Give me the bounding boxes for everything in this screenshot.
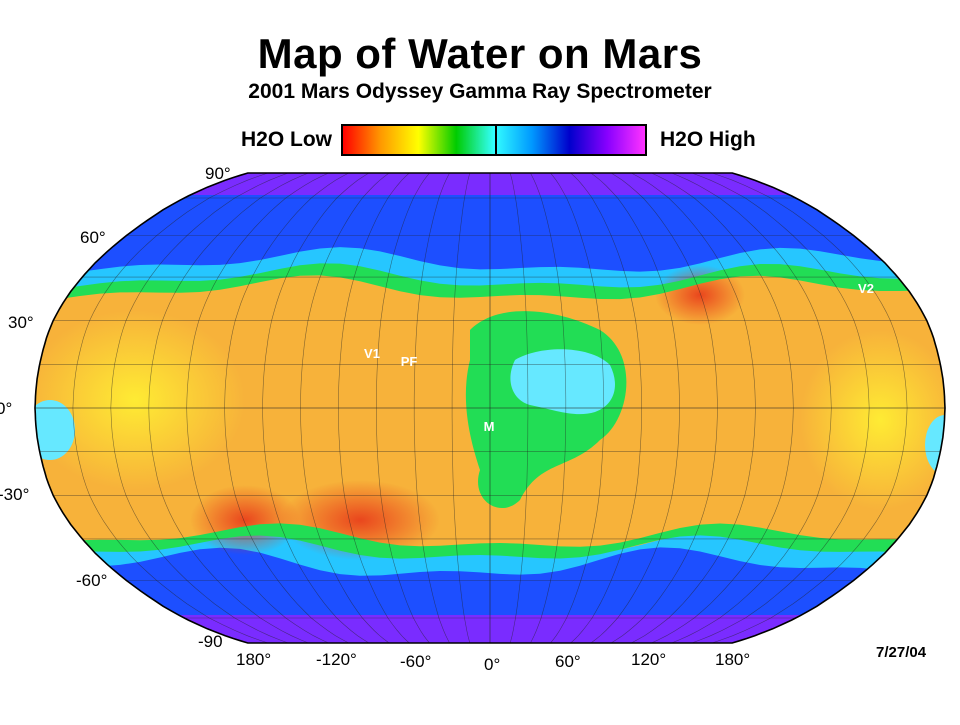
latitude-label: -60° bbox=[76, 571, 108, 590]
longitude-label: 180° bbox=[715, 650, 751, 669]
colorbar-center-tick bbox=[495, 124, 497, 156]
graticule-grid bbox=[35, 173, 945, 643]
latitude-label: 90° bbox=[205, 164, 231, 183]
longitude-label: 180° bbox=[236, 650, 272, 669]
map-date: 7/27/04 bbox=[876, 644, 927, 661]
longitude-label: 0° bbox=[484, 655, 501, 674]
eastern-edge-wet-region bbox=[925, 415, 945, 475]
yellow-region-west bbox=[35, 310, 245, 490]
longitude-label: -60° bbox=[400, 652, 432, 671]
map-subtitle: 2001 Mars Odyssey Gamma Ray Spectrometer bbox=[248, 80, 712, 103]
map-outline bbox=[34, 172, 946, 644]
legend-high-label: H2O High bbox=[660, 128, 756, 151]
hot-spot-north bbox=[655, 265, 745, 325]
latitude-label: 0° bbox=[0, 399, 13, 418]
north-mid-latitude-band bbox=[35, 247, 945, 321]
map-title: Map of Water on Mars bbox=[257, 30, 703, 77]
site-marker-pf: PF bbox=[401, 354, 418, 369]
north-transition-band bbox=[35, 263, 945, 303]
longitude-label: 60° bbox=[555, 652, 581, 671]
south-transition-band bbox=[35, 523, 945, 561]
site-markers: V1 PF M V2 bbox=[364, 281, 874, 434]
site-marker-m: M bbox=[484, 419, 495, 434]
yellow-region-east bbox=[800, 330, 945, 510]
western-edge-wet-region bbox=[35, 400, 75, 460]
latitude-label: -90 bbox=[198, 632, 223, 651]
h2o-colorbar bbox=[341, 124, 647, 156]
latitude-label: 30° bbox=[8, 313, 34, 332]
site-marker-v1: V1 bbox=[364, 346, 380, 361]
legend-low-label: H2O Low bbox=[240, 128, 332, 151]
latitude-label: -30° bbox=[0, 485, 30, 504]
longitude-label: 120° bbox=[631, 650, 667, 669]
longitude-label: -120° bbox=[316, 650, 357, 669]
arabia-wet-region bbox=[510, 349, 615, 415]
map-fill-layer bbox=[35, 173, 945, 643]
site-marker-v2: V2 bbox=[858, 281, 874, 296]
latitude-label: 60° bbox=[80, 228, 106, 247]
